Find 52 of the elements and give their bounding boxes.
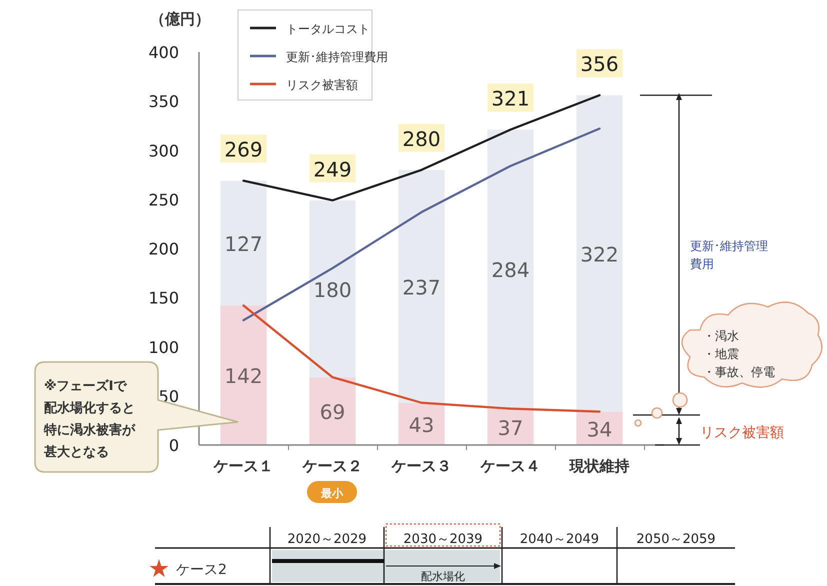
x-tick-label: ケース２ bbox=[302, 457, 362, 475]
bar bbox=[220, 305, 267, 445]
x-tick-label: ケース３ bbox=[390, 457, 452, 475]
x-tick-label: 現状維持 bbox=[568, 457, 630, 475]
legend-label: 更新･維持管理費用 bbox=[286, 50, 388, 64]
text: ・事故、停電 bbox=[703, 365, 775, 379]
legend-label: リスク被害額 bbox=[286, 78, 358, 92]
legend-label: トータルコスト bbox=[286, 22, 370, 36]
data-label: 356 bbox=[580, 52, 619, 76]
data-label: 34 bbox=[586, 417, 612, 442]
x-tick-label: ケース１ bbox=[212, 457, 274, 475]
y-tick-label: 250 bbox=[148, 190, 179, 210]
text: 更新･維持管理費用 bbox=[690, 239, 768, 271]
text: 2040～2049 bbox=[520, 532, 600, 547]
y-tick-label: 100 bbox=[148, 338, 179, 357]
data-label: 321 bbox=[491, 86, 530, 111]
data-label: 127 bbox=[224, 232, 263, 256]
y-tick-label: 200 bbox=[148, 240, 179, 258]
data-label: 69 bbox=[320, 400, 346, 424]
data-label: 237 bbox=[402, 275, 441, 300]
bar bbox=[220, 180, 267, 306]
y-tick-label: 400 bbox=[148, 43, 179, 62]
x-tick-label: ケース４ bbox=[480, 457, 540, 475]
text: ケース2 bbox=[176, 562, 227, 578]
y-tick-label: 300 bbox=[148, 141, 179, 160]
text: ※フェーズⅠで配水場化すると特に渇水被害が甚大となる bbox=[43, 379, 136, 460]
data-label: 249 bbox=[313, 157, 352, 182]
text: 配水場化 bbox=[421, 570, 465, 583]
bar bbox=[576, 95, 623, 412]
data-label: 142 bbox=[224, 364, 263, 388]
text: ・渇水 bbox=[703, 329, 739, 343]
data-label: 43 bbox=[408, 412, 434, 437]
bar bbox=[398, 170, 445, 403]
data-label: 280 bbox=[402, 126, 441, 151]
data-label: 37 bbox=[498, 416, 524, 440]
data-label: 322 bbox=[580, 242, 619, 266]
data-label: 180 bbox=[313, 278, 352, 302]
text: ・地震 bbox=[703, 347, 739, 361]
text: リスク被害額 bbox=[700, 425, 784, 441]
data-label: 284 bbox=[491, 258, 530, 282]
text: 2020～2029 bbox=[287, 532, 367, 547]
y-axis-title: （億円） bbox=[150, 10, 210, 28]
text: 2050～2059 bbox=[636, 532, 716, 547]
y-tick-label: 150 bbox=[148, 288, 179, 308]
bar bbox=[309, 200, 356, 378]
text: 2030～2039 bbox=[403, 532, 483, 547]
text: 最小 bbox=[320, 487, 344, 500]
bar bbox=[487, 130, 534, 409]
bar bbox=[309, 377, 356, 445]
data-label: 269 bbox=[224, 138, 263, 162]
y-tick-label: 350 bbox=[148, 92, 179, 112]
y-tick-label: 0 bbox=[168, 436, 179, 455]
